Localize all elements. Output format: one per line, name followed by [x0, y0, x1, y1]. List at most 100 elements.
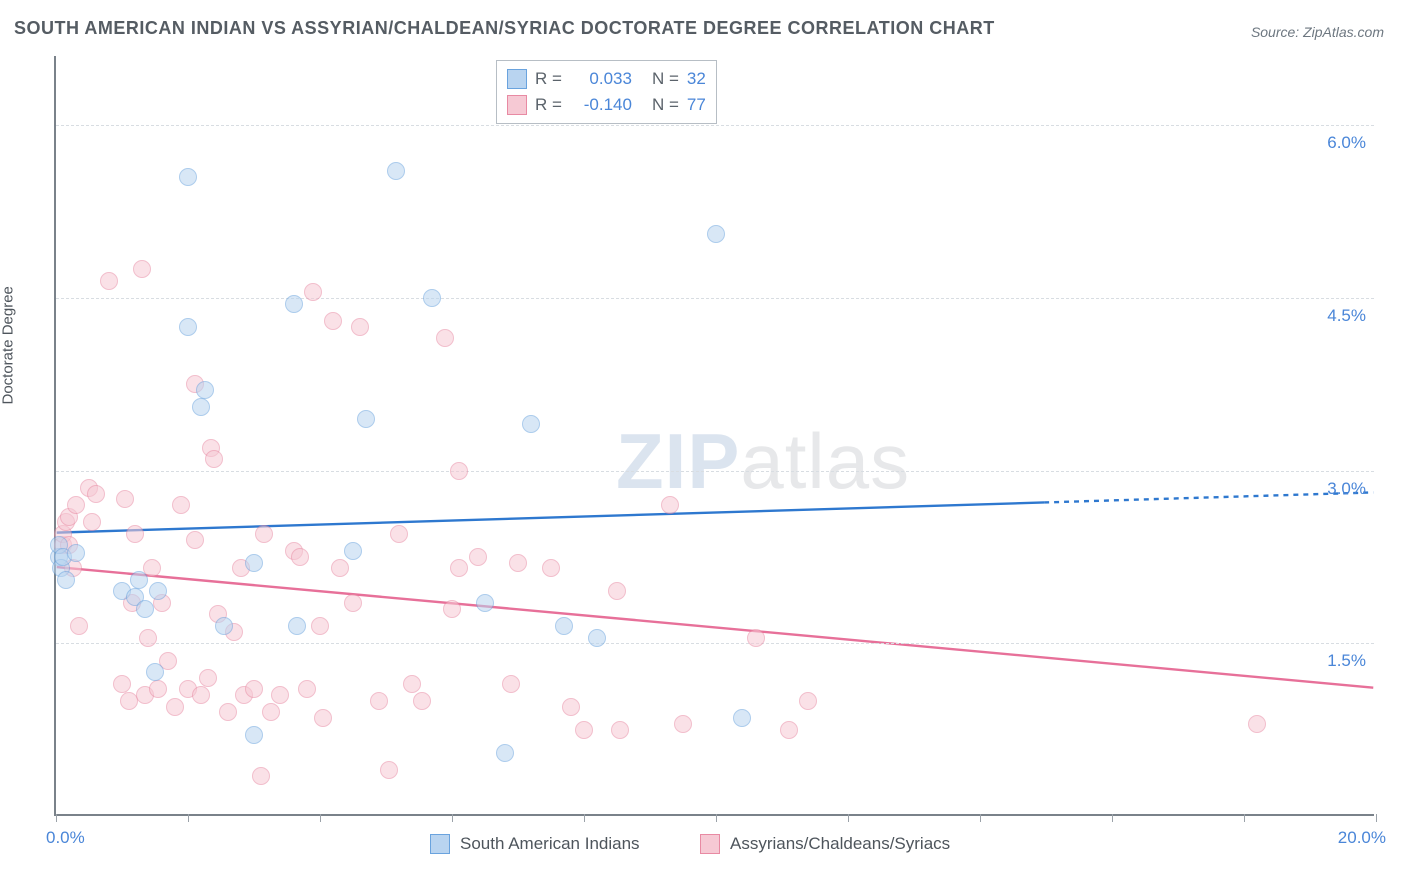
scatter-point [344, 594, 362, 612]
x-tick [584, 814, 585, 822]
scatter-point [196, 381, 214, 399]
scatter-point [139, 629, 157, 647]
source-prefix: Source: [1251, 24, 1303, 40]
stat-swatch [507, 95, 527, 115]
scatter-point [555, 617, 573, 635]
legend-series-1: South American Indians [430, 834, 640, 854]
scatter-point [262, 703, 280, 721]
legend-label-1: South American Indians [460, 834, 640, 854]
scatter-point [331, 559, 349, 577]
scatter-point [288, 617, 306, 635]
scatter-point [509, 554, 527, 572]
scatter-point [436, 329, 454, 347]
x-tick [452, 814, 453, 822]
stat-n-label: N = [652, 69, 679, 89]
scatter-point [575, 721, 593, 739]
scatter-point [351, 318, 369, 336]
scatter-point [608, 582, 626, 600]
x-tick [1244, 814, 1245, 822]
scatter-point [611, 721, 629, 739]
scatter-point [562, 698, 580, 716]
plot-area: ZIPatlas R =0.033N =32R =-0.140N =77 1.5… [54, 56, 1374, 816]
scatter-point [146, 663, 164, 681]
scatter-point [172, 496, 190, 514]
scatter-point [252, 767, 270, 785]
scatter-point [215, 617, 233, 635]
x-tick [1112, 814, 1113, 822]
scatter-point [298, 680, 316, 698]
scatter-point [469, 548, 487, 566]
scatter-point [413, 692, 431, 710]
scatter-point [502, 675, 520, 693]
scatter-point [166, 698, 184, 716]
grid-line [56, 643, 1374, 644]
scatter-point [192, 686, 210, 704]
scatter-point [450, 462, 468, 480]
scatter-point [476, 594, 494, 612]
scatter-point [87, 485, 105, 503]
stat-box: R =0.033N =32R =-0.140N =77 [496, 60, 717, 124]
scatter-point [130, 571, 148, 589]
scatter-point [403, 675, 421, 693]
scatter-point [387, 162, 405, 180]
scatter-point [136, 600, 154, 618]
stat-n-value: 77 [687, 95, 706, 115]
regression-lines [56, 56, 1374, 814]
stat-n-label: N = [652, 95, 679, 115]
watermark: ZIPatlas [616, 416, 910, 507]
scatter-point [799, 692, 817, 710]
scatter-point [133, 260, 151, 278]
stat-swatch [507, 69, 527, 89]
scatter-point [199, 669, 217, 687]
scatter-point [219, 703, 237, 721]
source-value: ZipAtlas.com [1303, 24, 1384, 40]
scatter-point [780, 721, 798, 739]
y-tick-label: 1.5% [1327, 651, 1366, 671]
scatter-point [450, 559, 468, 577]
scatter-point [70, 617, 88, 635]
scatter-point [271, 686, 289, 704]
scatter-point [311, 617, 329, 635]
scatter-point [149, 680, 167, 698]
scatter-point [496, 744, 514, 762]
scatter-point [304, 283, 322, 301]
x-tick [1376, 814, 1377, 822]
scatter-point [83, 513, 101, 531]
scatter-point [179, 318, 197, 336]
legend-label-2: Assyrians/Chaldeans/Syriacs [730, 834, 950, 854]
x-tick [848, 814, 849, 822]
scatter-point [357, 410, 375, 428]
scatter-point [255, 525, 273, 543]
scatter-point [179, 168, 197, 186]
legend-swatch-2 [700, 834, 720, 854]
scatter-point [120, 692, 138, 710]
scatter-point [291, 548, 309, 566]
legend-series-2: Assyrians/Chaldeans/Syriacs [700, 834, 950, 854]
y-tick-label: 3.0% [1327, 479, 1366, 499]
chart-title: SOUTH AMERICAN INDIAN VS ASSYRIAN/CHALDE… [14, 18, 995, 39]
grid-line [56, 298, 1374, 299]
x-tick [716, 814, 717, 822]
x-tick [188, 814, 189, 822]
x-tick [980, 814, 981, 822]
stat-r-value: 0.033 [570, 69, 632, 89]
scatter-point [324, 312, 342, 330]
x-tick [320, 814, 321, 822]
scatter-point [1248, 715, 1266, 733]
grid-line [56, 471, 1374, 472]
watermark-zip: ZIP [616, 417, 740, 505]
y-axis-title: Doctorate Degree [0, 286, 17, 404]
scatter-point [370, 692, 388, 710]
scatter-point [205, 450, 223, 468]
scatter-point [588, 629, 606, 647]
watermark-atlas: atlas [740, 417, 910, 505]
scatter-point [522, 415, 540, 433]
stat-r-label: R = [535, 95, 562, 115]
scatter-point [126, 525, 144, 543]
correlation-chart: SOUTH AMERICAN INDIAN VS ASSYRIAN/CHALDE… [0, 0, 1406, 892]
scatter-point [344, 542, 362, 560]
stat-row: R = -0.140 N = 77 [507, 92, 706, 118]
scatter-point [542, 559, 560, 577]
stat-r-value: -0.140 [570, 95, 632, 115]
scatter-point [245, 554, 263, 572]
